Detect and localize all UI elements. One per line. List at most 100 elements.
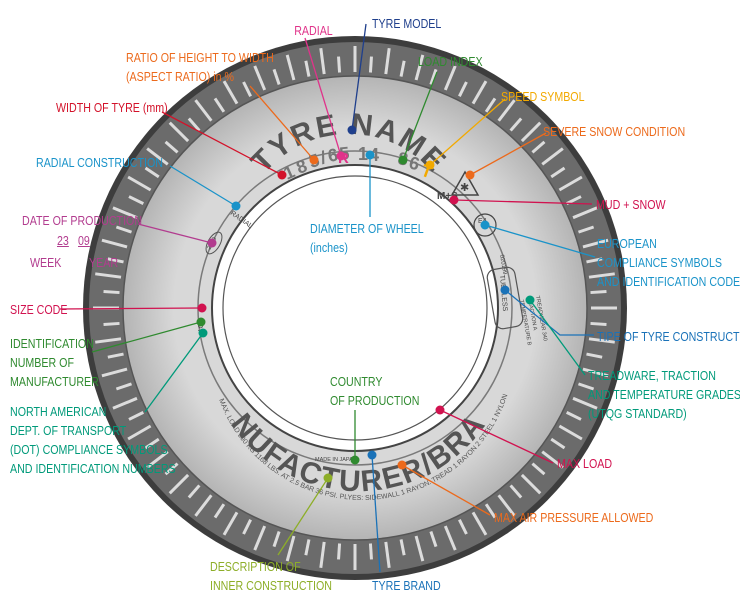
utqg-line: TRACTION A bbox=[526, 297, 538, 331]
tread-block bbox=[565, 195, 582, 205]
tread-block bbox=[127, 424, 152, 441]
pointer-speed-symbol-line bbox=[429, 98, 506, 166]
tread-block bbox=[115, 382, 133, 391]
label-line: (ASPECT RATIO) in % bbox=[126, 69, 235, 84]
tread-block bbox=[582, 367, 609, 378]
tread-block bbox=[242, 81, 252, 98]
tread-block bbox=[531, 140, 546, 154]
pointer-inner-construction-dot bbox=[323, 473, 333, 483]
label-line: TREADWARE, TRACTION bbox=[588, 368, 716, 383]
tread-block bbox=[213, 503, 226, 519]
tread-block bbox=[531, 462, 546, 476]
tread-block bbox=[164, 462, 179, 476]
tread-block bbox=[471, 80, 488, 105]
label-line: AND IDENTIFICATION CODE bbox=[597, 274, 740, 289]
tread-block bbox=[112, 206, 138, 220]
tread-block bbox=[146, 450, 169, 469]
label-max-air: MAX AIR PRESSURE ALLOWED bbox=[494, 510, 654, 525]
pointer-mud-snow-dot bbox=[449, 195, 459, 205]
label-identification: IDENTIFICATION NUMBER OF MANUFACTURER bbox=[10, 334, 99, 391]
label-tyre-model: TYRE MODEL bbox=[372, 16, 442, 31]
label-line: NORTH AMERICAN bbox=[10, 404, 107, 419]
tread-block bbox=[414, 54, 425, 81]
pointer-date-line bbox=[137, 223, 213, 244]
tread-block bbox=[399, 539, 406, 556]
label-country: COUNTRY OF PRODUCTION bbox=[330, 372, 419, 410]
tread-block bbox=[520, 121, 542, 143]
label-size-code: SIZE CODE bbox=[10, 302, 68, 317]
label-speed-symbol: SPEED SYMBOL bbox=[501, 89, 585, 104]
pointer-identification-line bbox=[91, 321, 202, 353]
label-tyre-brand: TYRE BRAND bbox=[372, 578, 441, 593]
tread-block bbox=[285, 54, 296, 81]
label-load-index: LOAD INDEX bbox=[418, 54, 483, 69]
snowflake-icon: ✱ bbox=[450, 170, 480, 196]
pointer-speed-symbol-dot bbox=[425, 160, 435, 170]
label-line: AND IDENTIFICATION NUMBERS bbox=[10, 461, 176, 476]
tread-block bbox=[565, 411, 582, 421]
pointer-max-load-dot bbox=[435, 405, 445, 415]
tread-block bbox=[577, 382, 595, 391]
label-width: WIDTH OF TYRE (mm) bbox=[56, 100, 168, 115]
pointer-size-code-dot bbox=[197, 303, 207, 313]
pointer-max-air-dot bbox=[397, 460, 407, 470]
tread-block bbox=[319, 48, 326, 75]
pointer-european-dot bbox=[480, 220, 490, 230]
pointer-inner-construction-line bbox=[277, 477, 329, 556]
tread-block bbox=[213, 97, 226, 113]
e-mark-circle bbox=[473, 213, 497, 237]
tread-block bbox=[168, 121, 190, 143]
tread-block bbox=[127, 175, 152, 192]
label-severe-snow: SEVERE SNOW CONDITION bbox=[543, 124, 686, 139]
pointer-tyre-construction-line bbox=[504, 289, 594, 336]
size-char: 1 bbox=[358, 144, 368, 164]
tubeless-box bbox=[486, 266, 524, 330]
pointer-max-air-line bbox=[401, 464, 491, 516]
tread-block bbox=[384, 541, 391, 568]
tread-block bbox=[588, 272, 615, 279]
tread-block bbox=[103, 321, 120, 326]
tread-block bbox=[103, 290, 120, 295]
pointer-country-dot bbox=[350, 455, 360, 465]
tread-block bbox=[572, 206, 598, 220]
label-diameter: DIAMETER OF WHEEL (inches) bbox=[310, 219, 424, 257]
label-line: OF PRODUCTION bbox=[330, 393, 420, 408]
tread-block bbox=[319, 541, 326, 568]
tread-block bbox=[443, 525, 457, 551]
pointer-radial-construction-line bbox=[169, 165, 237, 207]
pointer-tyre-brand-line bbox=[371, 454, 381, 573]
tread-block bbox=[484, 503, 497, 519]
tread-block bbox=[550, 166, 566, 179]
tread-block bbox=[272, 68, 281, 86]
tread-block bbox=[304, 60, 311, 77]
label-aspect-ratio: RATIO OF HEIGHT TO WIDTH (ASPECT RATIO) … bbox=[126, 48, 274, 86]
label-inner-construction: DESCRIPTION OF INNER CONSTRUCTION bbox=[210, 557, 332, 595]
label-date-of-production: DATE OF PRODUCTION bbox=[22, 213, 143, 228]
label-line: (UTQG STANDARD) bbox=[588, 406, 687, 421]
pointer-tyre-brand-dot bbox=[367, 450, 377, 460]
pointer-identification-dot bbox=[196, 317, 206, 327]
pointer-treadware-line bbox=[529, 299, 586, 376]
tread-block bbox=[484, 97, 497, 113]
tread-block bbox=[590, 321, 607, 326]
tread-block bbox=[107, 257, 124, 264]
tread-block bbox=[509, 117, 523, 132]
tread-block bbox=[509, 484, 523, 499]
pointer-north-american-dot bbox=[198, 328, 208, 338]
label-line: AND TEMPERATURE GRADES bbox=[588, 387, 740, 402]
tread-block bbox=[194, 494, 213, 517]
tread-block bbox=[337, 56, 342, 73]
pointer-width-line bbox=[161, 111, 283, 176]
pointer-date-dot bbox=[207, 238, 217, 248]
tread-block bbox=[572, 396, 598, 410]
pointer-radial-construction-dot bbox=[231, 201, 241, 211]
tread-block bbox=[520, 473, 542, 495]
pointer-treadware-dot bbox=[525, 295, 535, 305]
tread-block bbox=[541, 147, 564, 166]
label-line: INNER CONSTRUCTION bbox=[210, 578, 333, 593]
pointer-aspect-ratio-line bbox=[249, 85, 315, 161]
tread-block bbox=[429, 68, 438, 86]
tread-block bbox=[588, 337, 615, 344]
tread-block bbox=[187, 117, 201, 132]
